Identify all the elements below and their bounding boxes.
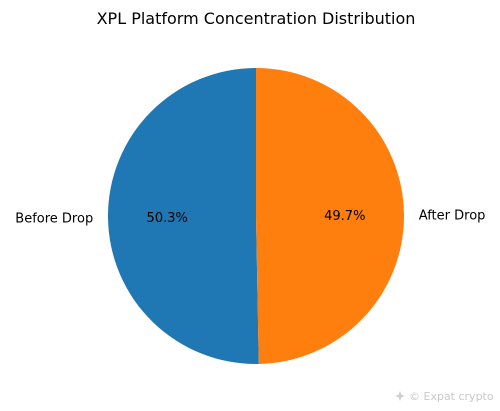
watermark-text: © Expat crypto xyxy=(409,390,494,403)
pie-slice-before-drop xyxy=(107,68,259,364)
pie-slice-after-drop xyxy=(256,68,404,364)
pie-labels: Before Drop 50.3% After Drop 49.7% xyxy=(15,208,485,226)
slice-label-after-drop: After Drop xyxy=(419,208,486,223)
pie-slices xyxy=(107,68,404,364)
watermark: © Expat crypto xyxy=(395,390,494,403)
chart-title: XPL Platform Concentration Distribution xyxy=(97,9,416,28)
slice-label-before-drop: Before Drop xyxy=(15,212,93,227)
slice-percent-before-drop: 50.3% xyxy=(147,211,188,226)
slice-percent-after-drop: 49.7% xyxy=(324,209,365,224)
sparkle-logo-icon xyxy=(395,391,405,401)
